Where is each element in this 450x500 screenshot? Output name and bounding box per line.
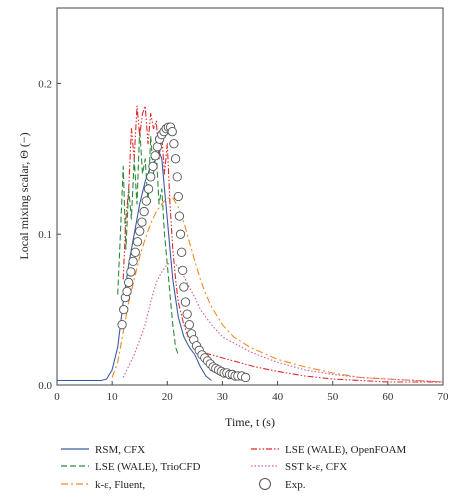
x-tick-label: 40 [272, 391, 284, 403]
exp-marker [170, 154, 181, 164]
x-tick-label: 0 [54, 391, 60, 403]
exp-marker [117, 320, 127, 330]
exp-marker [180, 297, 191, 307]
series-group [57, 105, 444, 383]
exp-marker [143, 184, 154, 194]
exp-marker [135, 226, 145, 236]
plot-frame [56, 7, 444, 386]
exp-marker [124, 277, 134, 288]
exp-marker [179, 282, 189, 292]
legend-label: LSE (WALE), OpenFOAM [285, 444, 407, 456]
series-line [122, 260, 444, 383]
y-tick-label: 0.0 [38, 380, 52, 392]
exp-marker [130, 247, 140, 257]
exp-marker [169, 139, 179, 149]
legend-label: k-ε, Fluent, [95, 479, 145, 491]
series-line [111, 197, 444, 383]
exp-marker [148, 161, 158, 171]
exp-marker [150, 151, 160, 161]
axis-ticks: 0 10 20 30 40 50 60 70 0.0 0.1 0.2 [38, 78, 449, 403]
exp-marker [174, 211, 185, 221]
exp-marker [128, 256, 138, 266]
y-tick-label: 0.2 [38, 78, 52, 90]
y-axis-label: Local mixing scalar, Θ (−) [17, 132, 31, 259]
x-tick-label: 70 [438, 391, 450, 403]
series-line [122, 105, 443, 383]
exp-marker [122, 286, 132, 297]
legend-label: LSE (WALE), TrioCFD [95, 461, 200, 473]
legend: RSM, CFX LSE (WALE), TrioCFD k-ε, Fluent, L… [61, 444, 407, 491]
x-tick-label: 20 [162, 391, 174, 403]
exp-marker [173, 191, 183, 202]
legend-label: Exp. [285, 479, 306, 491]
legend-swatch [259, 478, 271, 490]
exp-marker [182, 309, 192, 319]
x-tick-label: 50 [327, 391, 339, 403]
exp-marker [152, 142, 163, 152]
legend-label: SST k-ε, CFX [285, 461, 347, 473]
exp-marker [132, 237, 143, 247]
exp-marker [119, 304, 129, 315]
exp-marker [137, 217, 147, 227]
y-tick-label: 0.1 [38, 229, 52, 241]
exp-marker [126, 267, 136, 277]
exp-marker [184, 320, 194, 330]
exp-marker [176, 247, 187, 257]
exp-marker [167, 127, 177, 137]
x-tick-label: 30 [217, 391, 229, 403]
exp-marker [146, 172, 156, 182]
x-axis-label: Time, t (s) [225, 415, 275, 429]
series-line [57, 150, 212, 382]
x-tick-label: 10 [107, 391, 119, 403]
x-tick-label: 60 [382, 391, 394, 403]
exp-marker [178, 265, 188, 276]
exp-marker [172, 172, 182, 182]
exp-marker [139, 206, 149, 217]
exp-marker [240, 372, 251, 383]
exp-marker [141, 196, 151, 206]
exp-marker [175, 229, 186, 239]
legend-label: RSM, CFX [95, 444, 145, 456]
